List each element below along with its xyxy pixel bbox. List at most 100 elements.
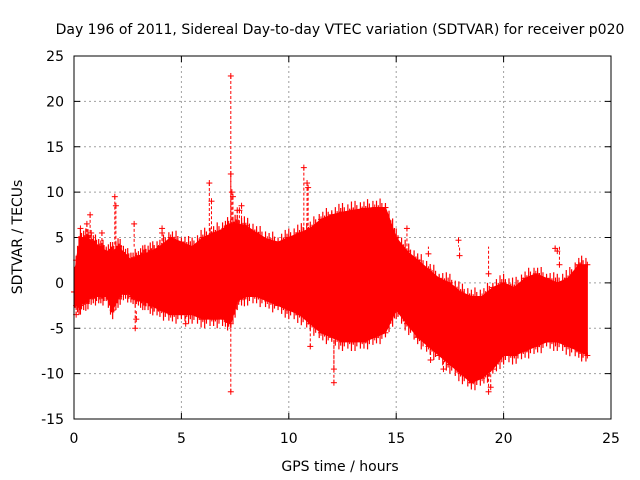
data-point [565,343,572,350]
outlier-point [554,248,561,255]
outlier-point [228,189,235,196]
y-tick-label: 10 [46,185,64,201]
data-point [148,302,155,309]
data-point [360,205,367,212]
data-point [436,352,443,359]
chart-title: Day 196 of 2011, Sidereal Day-to-day VTE… [56,22,625,38]
data-point [221,316,228,323]
data-point [350,338,357,345]
y-tick-label: 5 [55,231,64,247]
data-point [96,243,103,250]
outlier-point [131,220,138,227]
data-point [199,316,206,323]
outlier-point [489,361,496,368]
outlier-point [98,229,105,236]
data-point [584,261,591,268]
data-point [457,288,464,295]
data-point [116,243,123,250]
data-point [141,298,148,305]
x-tick-label: 10 [280,431,298,447]
outlier-point [300,164,307,171]
data-point [242,293,249,300]
x-tick-label: 5 [177,431,186,447]
outlier-point [83,220,90,227]
data-point [189,311,196,318]
data-point [339,338,346,345]
data-point [167,234,174,241]
data-point [522,347,529,354]
data-point [189,243,196,250]
outlier-point [455,237,462,244]
data-point [511,352,518,359]
outlier-point [305,184,312,191]
data-point [328,211,335,218]
data-point [167,311,174,318]
y-tick-label: -15 [41,412,64,428]
outlier-point [487,384,494,391]
data-point [199,234,206,241]
data-point [116,293,123,300]
data-point [479,375,486,382]
data-point [511,284,518,291]
outlier-point [238,202,245,209]
data-point [109,248,116,255]
x-tick-label: 15 [387,431,405,447]
data-point [221,225,228,232]
x-tick-label: 20 [495,431,513,447]
data-point [109,307,116,314]
plot-frame [73,55,612,420]
data-point [285,307,292,314]
outlier-point [227,388,234,395]
y-tick-label: 25 [46,49,64,65]
data-point [122,288,129,295]
data-point [275,239,282,246]
x-axis-label: GPS time / hours [281,459,398,475]
y-tick-label: 0 [55,276,64,292]
data-marks [71,72,591,395]
outlier-point [77,225,84,232]
data-point [264,298,271,305]
data-point [414,257,421,264]
data-point [393,234,400,241]
data-point [318,216,325,223]
data-point [479,293,486,300]
data-point [77,302,84,309]
data-point [90,293,97,300]
data-point [554,279,561,286]
data-point [446,279,453,286]
outlier-point [227,170,234,177]
outlier-point [88,229,95,236]
data-point [242,222,249,229]
y-tick-label: -5 [50,321,64,337]
data-point [210,316,217,323]
data-point [393,307,400,314]
data-point [264,236,271,243]
data-point [436,275,443,282]
data-point [318,329,325,336]
outlier-point [425,250,432,257]
outlier-point [206,180,213,187]
data-point [457,370,464,377]
data-point [156,243,163,250]
data-point [584,352,591,359]
data-point [522,275,529,282]
data-point [285,234,292,241]
outlier-point [427,357,434,364]
data-point [90,239,97,246]
data-point [135,252,142,259]
outlier-point [229,193,236,200]
outlier-point [227,72,234,79]
y-axis-label: SDTVAR / TECUs [10,180,26,295]
data-point [500,352,507,359]
outlier-point [208,198,215,205]
data-point [253,229,260,236]
outlier-point [133,316,140,323]
outlier-point [159,225,166,232]
data-point [382,329,389,336]
outlier-point [236,207,243,214]
data-point [500,279,507,286]
data-point [446,361,453,368]
data-point [141,250,148,257]
data-point [360,338,367,345]
x-tick-label: 0 [70,431,79,447]
